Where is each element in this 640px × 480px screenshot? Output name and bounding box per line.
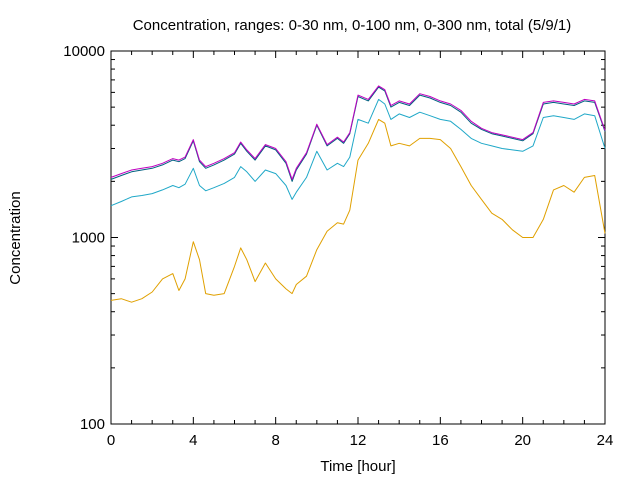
x-tick-label: 8 bbox=[271, 432, 279, 449]
y-axis-label: Concentration bbox=[7, 191, 24, 284]
series-line-4 bbox=[110, 85, 606, 180]
y-tick-label: 10000 bbox=[63, 43, 105, 60]
x-tick-label: 20 bbox=[514, 432, 531, 449]
x-tick-label: 0 bbox=[107, 432, 115, 449]
x-axis-label: Time [hour] bbox=[320, 458, 395, 475]
series-line-2 bbox=[110, 98, 606, 207]
x-tick-label: 16 bbox=[432, 432, 449, 449]
x-tick-label: 4 bbox=[189, 432, 197, 449]
y-tick-label: 100 bbox=[80, 416, 105, 433]
y-tick-label: 1000 bbox=[72, 230, 105, 247]
chart-title: Concentration, ranges: 0-30 nm, 0-100 nm… bbox=[133, 17, 572, 34]
series-group bbox=[110, 85, 606, 303]
x-tick-label: 12 bbox=[350, 432, 367, 449]
series-line-1 bbox=[110, 118, 606, 303]
axis-ticks: 0 4 8 12 16 20 24 100 1000 10000 bbox=[63, 43, 613, 449]
x-tick-label: 24 bbox=[597, 432, 614, 449]
